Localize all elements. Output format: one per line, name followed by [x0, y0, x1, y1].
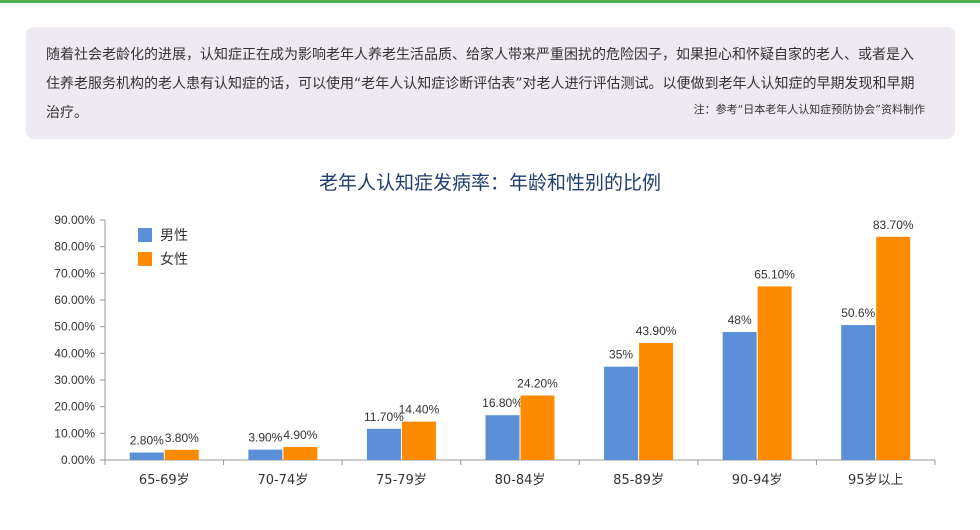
data-label-female: 3.80%: [165, 431, 199, 445]
data-label-male: 3.90%: [248, 431, 282, 445]
data-label-male: 50.6%: [841, 306, 875, 320]
y-tick-label: 10.00%: [54, 426, 95, 440]
top-accent-bar: [0, 0, 980, 3]
bar-male: [604, 366, 639, 460]
bar-female: [283, 446, 318, 460]
data-label-female: 83.70%: [873, 218, 914, 232]
legend-label: 男性: [160, 228, 188, 244]
x-category-label: 85-89岁: [613, 473, 664, 488]
y-tick-label: 30.00%: [54, 373, 95, 387]
bar-male: [129, 452, 164, 460]
y-tick-label: 50.00%: [54, 320, 95, 334]
bar-male: [485, 415, 520, 460]
bar-female: [876, 236, 911, 460]
y-tick-label: 0.00%: [61, 453, 95, 467]
y-tick-label: 60.00%: [54, 293, 95, 307]
legend-label: 女性: [160, 251, 188, 268]
data-label-female: 65.10%: [754, 267, 795, 281]
data-label-female: 43.90%: [636, 324, 677, 338]
bar-female: [639, 342, 674, 460]
y-tick-label: 90.00%: [54, 213, 95, 227]
x-category-label: 70-74岁: [257, 473, 308, 488]
data-label-female: 4.90%: [283, 428, 317, 442]
y-tick-label: 80.00%: [54, 240, 95, 254]
intro-box: 随着社会老龄化的进展，认知症正在成为影响老年人养老生活品质、给家人带来严重困扰的…: [26, 27, 955, 139]
y-tick-label: 20.00%: [54, 400, 95, 414]
bar-male: [366, 428, 401, 460]
data-label-male: 48%: [728, 313, 752, 327]
data-label-female: 14.40%: [399, 403, 440, 417]
legend-swatch: [138, 228, 152, 242]
data-label-male: 2.80%: [130, 434, 164, 448]
x-category-label: 95岁以上: [848, 473, 904, 488]
x-category-label: 65-69岁: [139, 473, 190, 488]
data-label-male: 11.70%: [364, 410, 404, 424]
bar-male: [722, 332, 757, 460]
y-tick-label: 70.00%: [54, 266, 95, 280]
data-label-female: 24.20%: [517, 376, 558, 390]
bar-male: [841, 325, 876, 460]
x-category-label: 90-94岁: [732, 473, 783, 488]
x-category-label: 75-79岁: [376, 473, 427, 488]
bar-male: [248, 449, 283, 460]
intro-text: 随着社会老龄化的进展，认知症正在成为影响老年人养老生活品质、给家人带来严重困扰的…: [46, 47, 915, 121]
data-label-male: 35%: [609, 348, 633, 362]
intro-note: 注：参考“日本老年人认知症预防协会”资料制作: [693, 103, 925, 116]
x-category-label: 80-84岁: [495, 473, 546, 488]
legend-swatch: [138, 252, 152, 266]
y-tick-label: 40.00%: [54, 346, 95, 360]
bar-female: [520, 395, 555, 460]
data-label-male: 16.80%: [482, 396, 523, 410]
bar-female: [164, 449, 199, 460]
chart-title: 老年人认知症发病率：年龄和性别的比例: [318, 172, 661, 194]
bar-female: [757, 286, 792, 460]
bar-female: [401, 421, 436, 460]
